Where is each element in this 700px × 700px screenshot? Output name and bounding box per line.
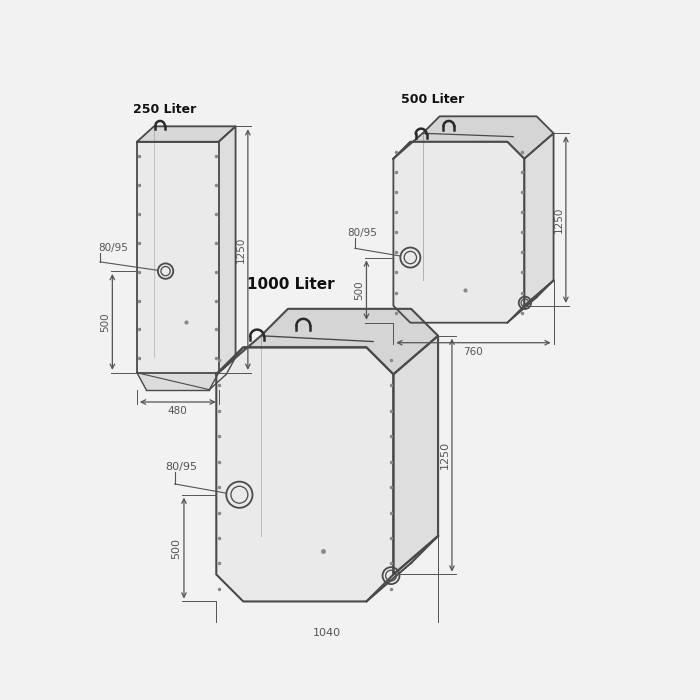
Polygon shape bbox=[524, 133, 554, 306]
Polygon shape bbox=[218, 126, 235, 372]
Polygon shape bbox=[137, 372, 218, 390]
Text: 1250: 1250 bbox=[554, 206, 564, 232]
Polygon shape bbox=[393, 141, 524, 323]
Text: 80/95: 80/95 bbox=[99, 243, 128, 253]
Text: 500: 500 bbox=[172, 538, 182, 559]
Polygon shape bbox=[393, 336, 438, 575]
Text: 760: 760 bbox=[463, 346, 484, 356]
Text: 250 Liter: 250 Liter bbox=[133, 103, 197, 116]
Polygon shape bbox=[137, 126, 235, 141]
Text: 1000 Liter: 1000 Liter bbox=[247, 277, 335, 292]
Text: 480: 480 bbox=[168, 406, 188, 416]
Text: 500: 500 bbox=[100, 312, 110, 332]
Text: 1040: 1040 bbox=[313, 629, 341, 638]
Text: 500 Liter: 500 Liter bbox=[401, 92, 464, 106]
Text: 500: 500 bbox=[354, 280, 364, 300]
Polygon shape bbox=[216, 347, 393, 601]
Polygon shape bbox=[393, 116, 554, 159]
Polygon shape bbox=[137, 141, 218, 372]
Text: 1250: 1250 bbox=[440, 441, 449, 469]
Polygon shape bbox=[216, 309, 438, 374]
Text: 80/95: 80/95 bbox=[347, 228, 377, 237]
Text: 1250: 1250 bbox=[236, 237, 246, 262]
Text: 80/95: 80/95 bbox=[165, 461, 197, 472]
